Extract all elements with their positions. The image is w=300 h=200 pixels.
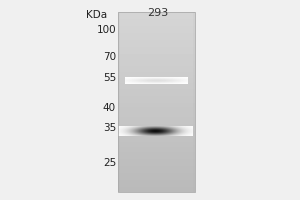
Text: 100: 100	[96, 25, 116, 35]
Text: 293: 293	[147, 8, 169, 18]
Text: 25: 25	[103, 158, 116, 168]
Text: KDa: KDa	[86, 10, 107, 20]
Text: 35: 35	[103, 123, 116, 133]
Text: 55: 55	[103, 73, 116, 83]
Text: 70: 70	[103, 52, 116, 62]
Text: 40: 40	[103, 103, 116, 113]
Bar	[118, 12, 195, 192]
